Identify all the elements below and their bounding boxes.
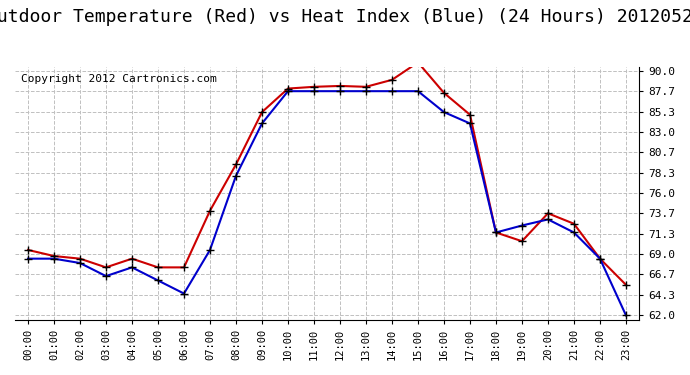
Text: Copyright 2012 Cartronics.com: Copyright 2012 Cartronics.com bbox=[21, 74, 217, 84]
Text: Outdoor Temperature (Red) vs Heat Index (Blue) (24 Hours) 20120520: Outdoor Temperature (Red) vs Heat Index … bbox=[0, 8, 690, 26]
